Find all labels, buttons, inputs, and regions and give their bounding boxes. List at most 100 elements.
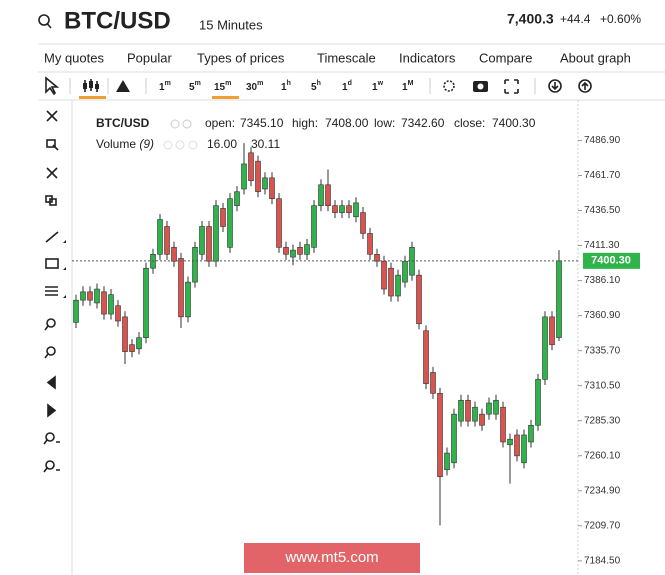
y-tick-label: 7209.70 [584,520,621,531]
candle-body [115,305,121,322]
timeframe-unit: m [165,80,171,87]
timeframe-unit: w [377,80,384,87]
timeframe-button[interactable]: 1M [402,80,414,93]
candle-body [241,163,247,190]
legend-icons [170,119,192,129]
fullscreen-icon[interactable] [504,79,519,94]
timeframe-button[interactable]: 1w [372,80,384,93]
candle-body [304,244,310,255]
candle-body [472,406,478,422]
candle-body [213,205,219,262]
y-tick-label: 7486.90 [584,135,621,146]
y-tick-label: 7335.70 [584,345,621,356]
candle-type[interactable] [83,79,99,92]
upload-arrow [581,81,589,90]
candle-body [395,274,401,297]
cursor-tool[interactable] [45,76,60,96]
timeframe-unit: m [257,80,263,87]
close-tool[interactable] [46,110,58,122]
volume-period: (9) [139,137,154,151]
timeframe-number: 5 [189,82,195,93]
y-tick-label: 7310.50 [584,380,621,391]
area-type[interactable] [116,80,130,92]
current-price-label: 7400.30 [591,255,631,267]
candle-body [486,402,492,415]
drawing-tools[interactable] [43,139,60,473]
y-tick-label: 7386.10 [584,275,621,286]
timeframe-button[interactable]: 1d [342,80,352,93]
menu-item[interactable]: About graph [560,50,631,65]
candle-body [94,288,100,304]
candle-body [507,438,513,446]
candle-body [108,294,114,315]
timeframe-unit: h [317,80,321,87]
upload-icon[interactable] [578,79,592,93]
download-icon[interactable] [548,79,562,93]
candle-body [192,247,198,283]
candle-body [73,299,79,323]
y-tick-label: 7234.90 [584,485,621,496]
timeframe-button[interactable]: 1h [281,80,291,93]
candle-body [178,258,184,318]
candle-body [234,191,240,206]
candle-body [101,291,107,315]
menu-item[interactable]: Compare [479,50,532,65]
candle-body [514,434,520,457]
candle-body [535,379,541,426]
candle-body [521,434,527,464]
candle-body [367,233,373,255]
menu-item[interactable]: Popular [127,50,172,65]
menu-item[interactable]: My quotes [44,50,104,65]
candle-body [262,177,268,190]
candle-body [479,413,485,426]
download-arrow [551,82,559,91]
search-icon[interactable] [38,14,50,26]
candle-body [122,316,128,352]
volume-label: Volume (9) [96,137,154,151]
candle-body [157,219,163,255]
menu-item[interactable]: Types of prices [197,50,285,65]
legend-label: low: [374,116,395,130]
candle-body [388,267,394,297]
candle-body [437,393,443,478]
timeframe-unit: h [287,80,291,87]
candle-body [220,208,226,227]
candle-body [374,254,380,262]
timeframe-button[interactable]: 15m [214,80,231,93]
timeframe-number: 15 [214,82,226,93]
candle-body [164,226,170,255]
legend-label: close: [454,116,485,130]
candle-body [80,291,86,301]
active-underline [212,96,239,99]
candle-body [556,260,562,338]
camera-lens [477,83,484,90]
menu-item[interactable]: Timescale [317,50,376,65]
timeframe-label: 15 Minutes [199,17,263,32]
timeframe-number: 1 [159,82,165,93]
timeframe-button[interactable]: 30m [246,80,263,93]
timeframe-number: 1 [342,82,348,93]
watermark-box [244,543,420,573]
menu-item[interactable]: Indicators [399,50,456,65]
timeframe-button[interactable]: 5h [311,80,321,93]
candle-body [311,205,317,248]
header-change-pct: +0.60% [600,12,641,26]
legend-value: 7400.30 [492,116,536,130]
current-price-box [583,252,640,269]
candle-body [451,413,457,464]
volume-label: Volume [96,137,136,151]
candle-body [206,226,212,262]
candle-body [332,205,338,213]
timeframe-number: 1 [281,82,287,93]
header-change: +44.4 [560,12,591,26]
candle-body [549,316,555,345]
settings-icon[interactable] [443,80,455,92]
y-tick-label: 7411.30 [584,240,620,251]
timeframe-button[interactable]: 5m [189,80,201,93]
separators [69,78,536,94]
legend-value: 7342.60 [401,116,445,130]
candle-body [276,198,282,248]
candle-body [430,372,436,394]
timeframe-button[interactable]: 1m [159,80,171,93]
